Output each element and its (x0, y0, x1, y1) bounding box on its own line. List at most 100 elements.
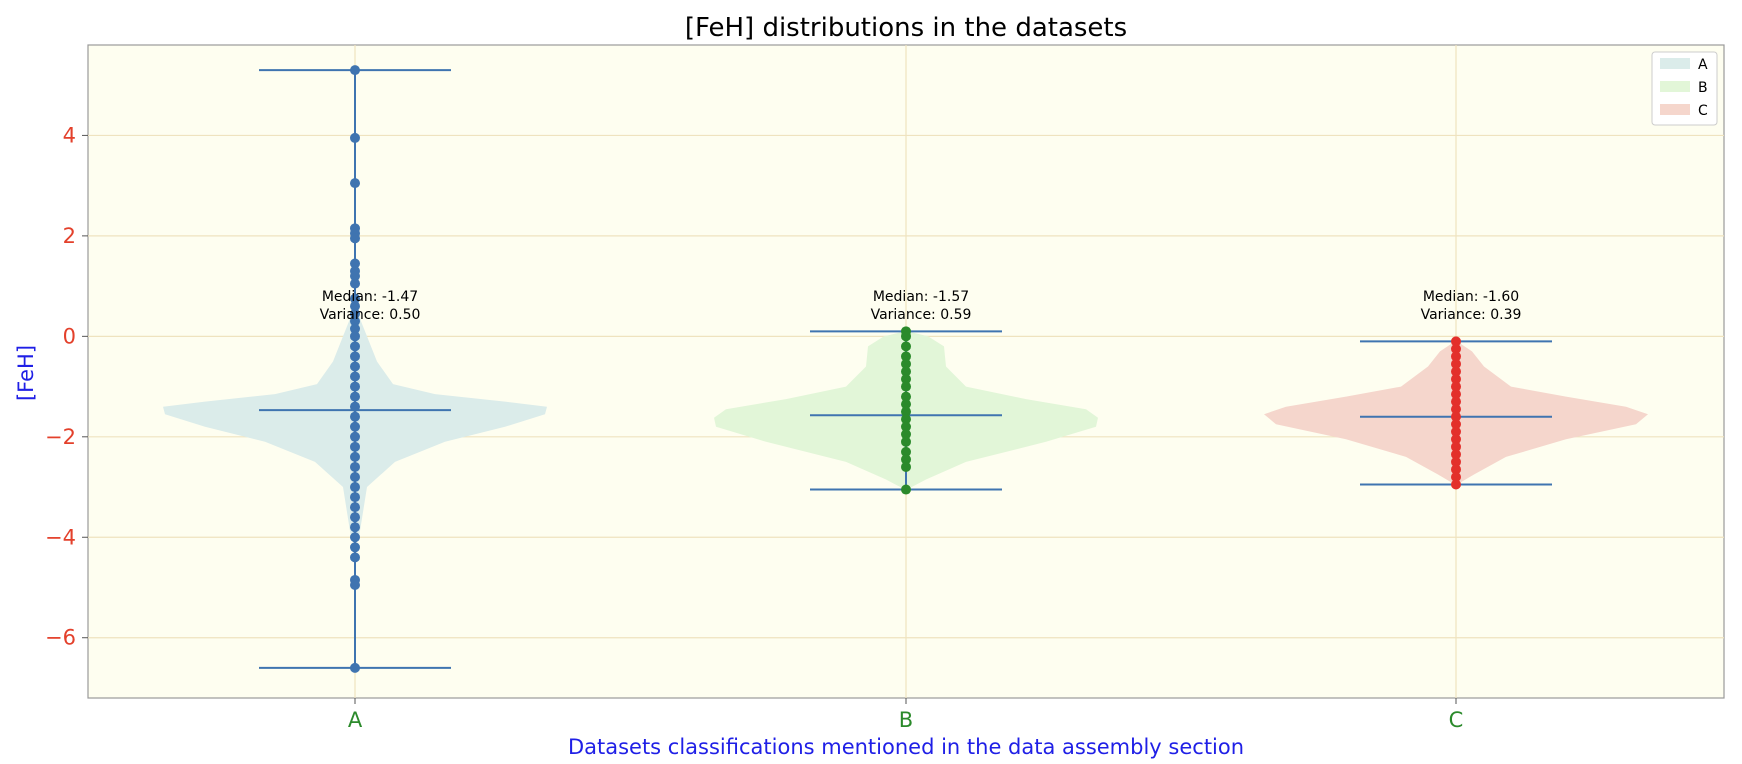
data-point-A (350, 662, 360, 673)
data-point-B (901, 421, 911, 432)
annotation-B: Variance: 0.59 (871, 307, 972, 323)
data-point-A (350, 178, 360, 189)
y-tick-label: 0 (63, 324, 76, 348)
y-tick-label: 4 (63, 123, 76, 147)
data-point-C (1451, 471, 1461, 482)
data-point-A (350, 579, 360, 590)
data-point-C (1451, 336, 1461, 347)
x-axis-label: Datasets classifications mentioned in th… (568, 735, 1244, 759)
data-point-A (350, 411, 360, 422)
data-point-A (350, 381, 360, 392)
data-point-A (350, 502, 360, 513)
y-tick-label: −4 (45, 525, 76, 549)
y-tick-label: 2 (63, 224, 76, 248)
data-points (350, 65, 1461, 673)
data-point-C (1451, 366, 1461, 377)
data-point-B (901, 399, 911, 410)
x-tick-label: A (348, 708, 363, 732)
data-point-C (1451, 358, 1461, 369)
data-point-A (350, 341, 360, 352)
data-point-A (350, 258, 360, 269)
data-point-B (901, 366, 911, 377)
data-point-C (1451, 441, 1461, 452)
data-point-C (1451, 389, 1461, 400)
data-point-A (350, 391, 360, 402)
legend-label-B: B (1698, 80, 1708, 96)
data-point-A (350, 461, 360, 472)
x-tick-label: C (1449, 708, 1464, 732)
data-point-B (901, 351, 911, 362)
data-point-A (350, 351, 360, 362)
data-point-A (350, 361, 360, 372)
data-point-A (350, 293, 360, 304)
annotation-C: Variance: 0.39 (1421, 307, 1522, 323)
data-point-C (1451, 434, 1461, 445)
data-point-C (1451, 426, 1461, 437)
legend-label-C: C (1698, 103, 1708, 119)
data-point-A (350, 233, 360, 244)
data-point-A (350, 278, 360, 289)
data-point-A (350, 482, 360, 493)
data-point-B (901, 374, 911, 385)
data-point-A (350, 471, 360, 482)
data-point-B (901, 446, 911, 457)
data-point-B (901, 331, 911, 342)
data-point-C (1451, 381, 1461, 392)
data-point-B (901, 436, 911, 447)
annotations: Median: -1.47 Variance: 0.50 Median: -1.57… (320, 289, 1522, 323)
data-point-A (350, 441, 360, 452)
data-point-C (1451, 351, 1461, 362)
data-point-B (901, 461, 911, 472)
legend-swatch-A (1660, 58, 1690, 69)
data-point-A (350, 331, 360, 342)
y-axis-ticks: −6 −4 −2 0 2 4 (45, 123, 88, 650)
data-point-B (901, 341, 911, 352)
data-point-B (901, 454, 911, 465)
data-point-A (350, 316, 360, 327)
data-point-C (1451, 411, 1461, 422)
data-point-A (350, 401, 360, 412)
data-point-C (1451, 419, 1461, 430)
data-point-A (350, 431, 360, 442)
legend: ABC (1651, 51, 1718, 126)
data-point-C (1451, 479, 1461, 490)
annotation-A: Variance: 0.50 (320, 307, 421, 323)
data-point-A (350, 308, 360, 319)
data-point-A (350, 323, 360, 334)
data-point-A (350, 512, 360, 523)
data-point-A (350, 421, 360, 432)
data-point-A (350, 552, 360, 563)
legend-swatch-C (1660, 104, 1690, 115)
data-point-A (350, 522, 360, 533)
legend-label-A: A (1698, 57, 1708, 73)
data-point-C (1451, 449, 1461, 460)
data-point-B (901, 406, 911, 417)
annotation-B: Median: -1.57 (873, 289, 969, 305)
data-point-A (350, 371, 360, 382)
data-point-A (350, 132, 360, 143)
data-point-A (350, 65, 360, 76)
data-point-C (1451, 374, 1461, 385)
data-point-A (350, 492, 360, 503)
y-axis-label: [FeH] (14, 345, 38, 401)
data-point-C (1451, 343, 1461, 354)
data-point-A (350, 451, 360, 462)
annotation-A: Median: -1.47 (322, 289, 418, 305)
data-point-B (901, 414, 911, 425)
data-point-A (350, 301, 360, 312)
y-tick-label: −6 (45, 626, 76, 650)
data-point-B (901, 381, 911, 392)
chart-title: [FeH] distributions in the datasets (685, 13, 1127, 43)
data-point-A (350, 542, 360, 553)
data-point-C (1451, 396, 1461, 407)
data-point-B (901, 391, 911, 402)
data-point-B (901, 429, 911, 440)
data-point-C (1451, 404, 1461, 415)
data-point-C (1451, 456, 1461, 467)
data-point-A (350, 271, 360, 282)
data-point-B (901, 358, 911, 369)
data-point-A (350, 532, 360, 543)
annotation-C: Median: -1.60 (1423, 289, 1519, 305)
data-point-C (1451, 464, 1461, 475)
